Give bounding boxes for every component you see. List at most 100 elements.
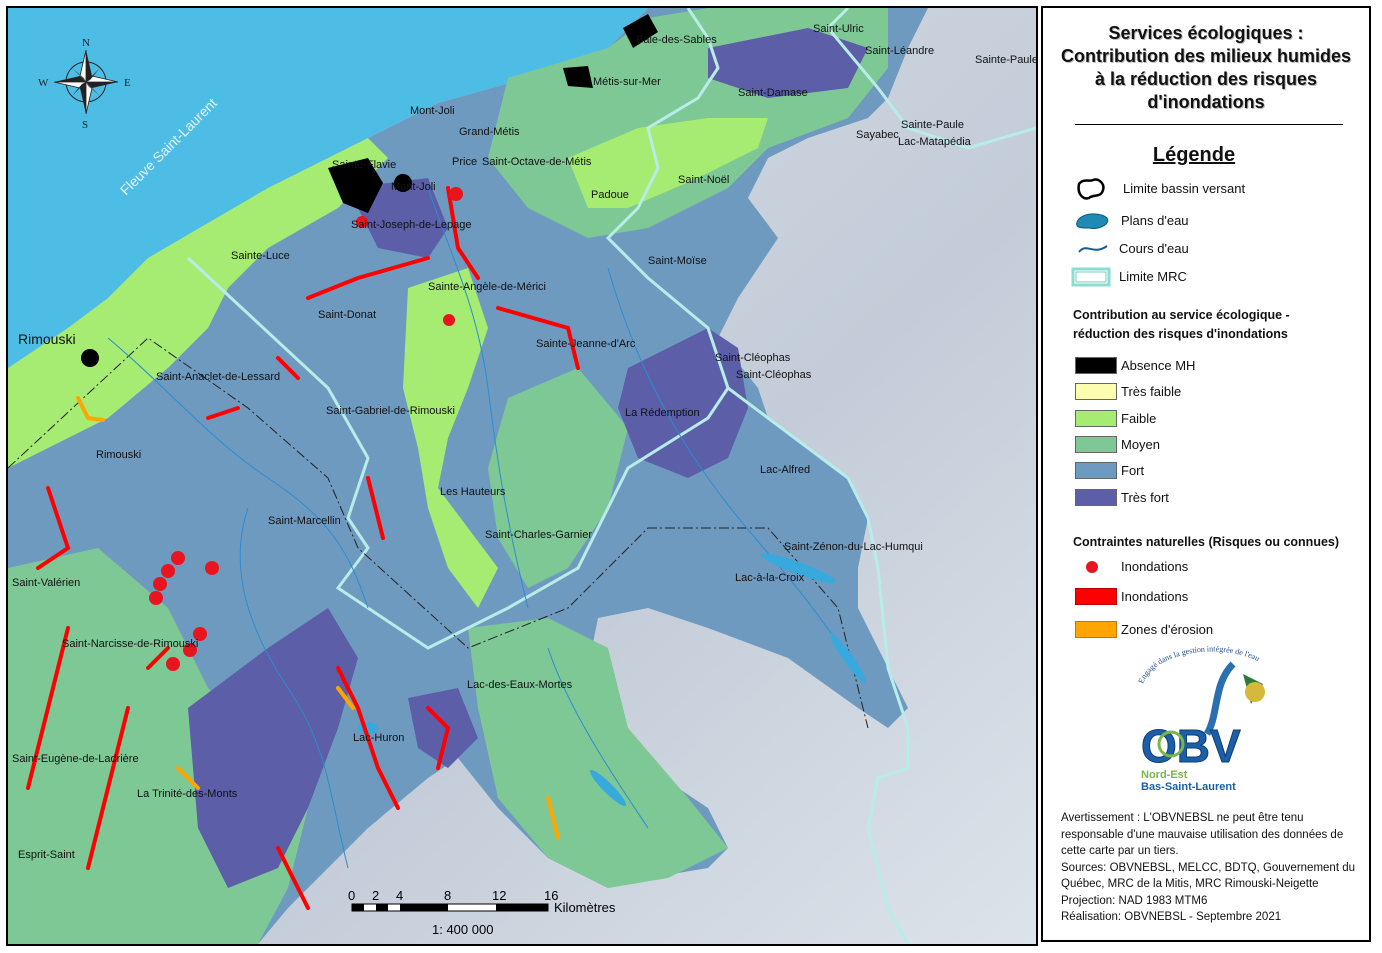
class-swatch [1075, 435, 1117, 453]
place-label: Saint-Narcisse-de-Rimouski [62, 638, 198, 650]
svg-text:Bas-Saint-Laurent: Bas-Saint-Laurent [1141, 781, 1236, 793]
class-swatch [1075, 488, 1117, 506]
place-label: Sainte-Paule [901, 119, 964, 131]
place-label: Saint-Eugène-de-Ladrière [12, 753, 139, 765]
faible-zone-center [403, 268, 498, 608]
scale-tick-label: 0 [348, 888, 355, 903]
flood-area-swatch [1075, 588, 1117, 605]
class-swatch [1075, 383, 1117, 401]
mrc-boundary-icon [1071, 267, 1111, 287]
place-label: Saint-Ulric [813, 23, 864, 35]
scale-tick-label: 16 [544, 888, 558, 903]
water-body-icon [1076, 213, 1109, 229]
place-label: Saint-Damase [738, 87, 808, 99]
class-label: Très faible [1121, 384, 1182, 400]
place-label: Sainte-Angèle-de-Mérici [428, 281, 546, 293]
place-label: Baie-des-Sables [636, 34, 717, 46]
legend-item-flood-point: Inondations [1043, 556, 1369, 578]
legend-item-erosion: Zones d'érosion [1043, 619, 1369, 641]
place-label: Lac-Alfred [760, 464, 810, 476]
absence-mh-zone-2 [563, 66, 593, 88]
place-label: Sainte-Flavie [332, 159, 396, 171]
place-label: Padoue [591, 189, 629, 201]
stream-icon [1078, 245, 1108, 253]
notes: Avertissement : L'OBVNEBSL ne peut être … [1061, 810, 1365, 926]
contribution-title: Contribution au service écologique - réd… [1073, 308, 1290, 341]
place-label: Grand-Métis [459, 126, 520, 138]
place-label: Saint-Cléophas [715, 352, 791, 364]
class-swatch [1075, 409, 1117, 427]
map-panel[interactable]: Rimouski Fleuve Saint-Laurent Baie-des-S… [6, 6, 1038, 946]
legend-heading: Légende [1152, 144, 1236, 166]
svg-text:Nord-Est: Nord-Est [1141, 769, 1188, 781]
rimouski-point [81, 349, 99, 367]
legend-item-stream: Cours d'eau [1043, 238, 1369, 260]
place-label: Lac-Huron [353, 732, 404, 744]
rimouski-label: Rimouski [18, 331, 76, 347]
mrc-boundaries [186, 8, 1036, 944]
place-label: Les Hauteurs [440, 486, 506, 498]
st-lawrence-river [8, 8, 648, 368]
legend-item-mrc: Limite MRC [1043, 266, 1369, 288]
place-label: Saint-Anaclet-de-Lessard [156, 371, 280, 383]
place-label: Saint-Léandre [865, 45, 934, 57]
class-label: Très fort [1121, 489, 1169, 505]
place-label: Lac-Matapédia [898, 136, 972, 148]
water-bodies [358, 553, 866, 807]
place-label: Saint-Cléophas [736, 369, 812, 381]
legend-item-water: Plans d'eau [1043, 210, 1369, 232]
scale-tick-label: 2 [372, 888, 379, 903]
place-label: Saint-Noël [678, 174, 729, 186]
place-label: Price [452, 156, 477, 168]
legend-panel: Services écologiques : Contribution des … [1041, 6, 1371, 942]
place-label: La Rédemption [625, 407, 700, 419]
tres-fort-zone-ne [708, 28, 868, 98]
map-canvas[interactable]: Rimouski Fleuve Saint-Laurent Baie-des-S… [8, 8, 1036, 944]
legend-class-item: Très faible [1043, 383, 1369, 405]
place-label: Saint-Marcellin [268, 515, 341, 527]
watershed-outline [8, 337, 869, 729]
moyen-zone-south [468, 618, 728, 888]
place-label: Saint-Donat [318, 309, 376, 321]
legend-class-item: Faible [1043, 409, 1369, 432]
flood-points [149, 174, 463, 671]
compass-w: W [38, 77, 49, 89]
moyen-zone-center [488, 368, 628, 588]
flood-point-icon [1086, 561, 1098, 573]
absence-mh-zone-3 [623, 14, 658, 48]
erosion-zones [76, 396, 560, 840]
tres-fort-zone-south2 [408, 688, 478, 768]
place-label: La Trinité-des-Monts [137, 788, 238, 800]
place-label: Saint-Moïse [648, 255, 707, 267]
place-label: Saint-Octave-de-Métis [482, 156, 592, 168]
note-sources: Sources: OBVNEBSL, MELCC, BDTQ, Gouverne… [1061, 861, 1356, 891]
scale-tick-label: 8 [444, 888, 451, 903]
svg-text:OBV: OBV [1141, 720, 1241, 772]
class-label: Absence MH [1121, 358, 1196, 373]
compass-n: N [82, 37, 90, 49]
scale-bar: 0 2 4 8 12 16 Kilomètres 1: 400 000 [348, 888, 616, 937]
scale-tick-label: 12 [492, 888, 506, 903]
place-label: Saint-Joseph-de-Lepage [351, 219, 471, 231]
legend-class-item: Moyen [1043, 435, 1369, 458]
legend-class-item: Très fort [1043, 488, 1369, 511]
class-swatch [1075, 462, 1117, 480]
title-divider [1075, 124, 1343, 125]
constraints-title: Contraintes naturelles (Risques ou connu… [1073, 535, 1340, 549]
place-label: Rimouski [96, 449, 141, 461]
place-label: Mont-Joli [391, 181, 436, 193]
place-label: Mont-Joli [410, 105, 455, 117]
watershed-outline-icon [1077, 178, 1105, 200]
place-label: Sainte-Paule [975, 54, 1036, 66]
faible-zone-coast [8, 138, 388, 468]
place-label: Esprit-Saint [18, 849, 75, 861]
tres-fort-zone-south [188, 608, 358, 888]
scale-tick-label: 4 [396, 888, 403, 903]
compass-s: S [82, 119, 88, 131]
note-disclaimer: Avertissement : L'OBVNEBSL ne peut être … [1061, 812, 1344, 857]
class-label: Fort [1121, 463, 1145, 479]
map-title: Services écologiques : Contribution des … [1060, 23, 1352, 112]
place-label: Saint-Valérien [12, 577, 80, 589]
absence-mh-zone [328, 158, 383, 213]
